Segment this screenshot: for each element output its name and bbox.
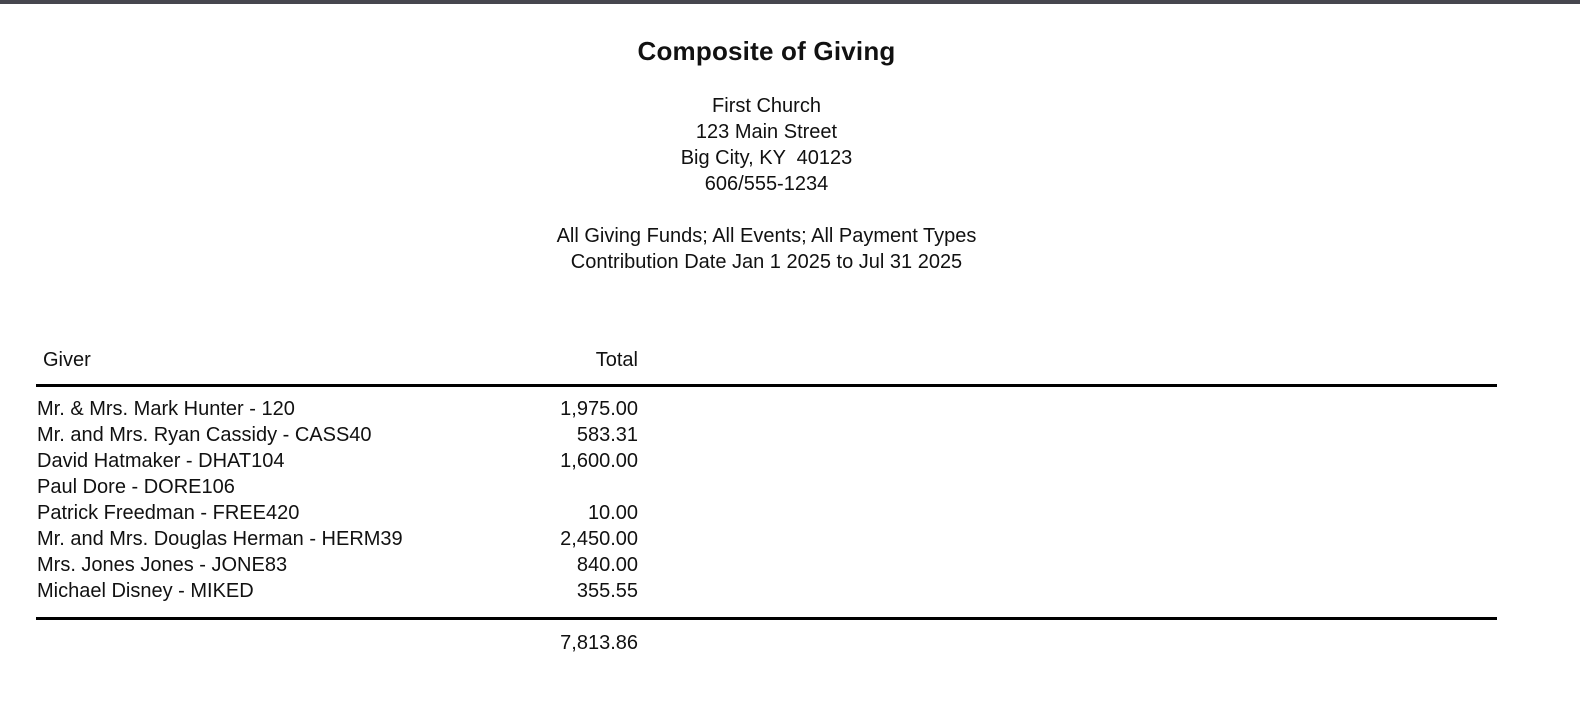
date-range-line: Contribution Date Jan 1 2025 to Jul 31 2… [570, 251, 963, 273]
table-top-rule [36, 384, 1497, 387]
total-cell: 583.31 [576, 424, 638, 446]
organization-address-street: 123 Main Street [695, 121, 838, 143]
report-title: Composite of Giving [637, 36, 896, 66]
total-cell: 10.00 [587, 502, 638, 524]
giver-cell: Paul Dore - DORE106 [37, 476, 235, 498]
table-row: 355.55 Michael Disney - MIKED [36, 578, 1497, 604]
table-row: 840.00 Mrs. Jones Jones - JONE83 [36, 552, 1497, 578]
total-cell: 2,450.00 [560, 528, 638, 550]
table-row: 583.31 Mr. and Mrs. Ryan Cassidy - CASS4… [36, 422, 1497, 448]
report-content: Composite of Giving First Church 123 Mai… [0, 36, 1580, 654]
total-cell: 1,600.00 [560, 450, 638, 472]
column-header-giver: Giver [43, 349, 91, 371]
report-header: Composite of Giving First Church 123 Mai… [36, 36, 1497, 275]
total-cell: 840.00 [576, 554, 638, 576]
report-filters: All Giving Funds; All Events; All Paymen… [36, 223, 1497, 275]
table-row: 2,450.00 Mr. and Mrs. Douglas Herman - H… [36, 526, 1497, 552]
organization-phone: 606/555-1234 [704, 173, 829, 195]
table-row: 1,975.00 Mr. & Mrs. Mark Hunter - 120 [36, 396, 1497, 422]
table-bottom-rule [36, 617, 1497, 620]
giver-cell: Mr. and Mrs. Ryan Cassidy - CASS40 [37, 424, 372, 446]
giver-cell: Mr. & Mrs. Mark Hunter - 120 [37, 398, 295, 420]
giver-cell: Mr. and Mrs. Douglas Herman - HERM39 [37, 528, 403, 550]
table-header-row: Total Giver [36, 347, 1497, 373]
table-row: 1,600.00 David Hatmaker - DHAT104 [36, 448, 1497, 474]
total-cell: 1,975.00 [560, 398, 638, 420]
table-row: Paul Dore - DORE106 [36, 474, 1497, 500]
organization-block: First Church 123 Main Street Big City, K… [36, 93, 1497, 197]
filter-summary-line: All Giving Funds; All Events; All Paymen… [556, 225, 977, 247]
giver-cell: Michael Disney - MIKED [37, 580, 254, 602]
giver-cell: David Hatmaker - DHAT104 [37, 450, 285, 472]
giver-cell: Patrick Freedman - FREE420 [37, 502, 300, 524]
giver-cell: Mrs. Jones Jones - JONE83 [37, 554, 288, 576]
table-body: 1,975.00 Mr. & Mrs. Mark Hunter - 120 58… [36, 396, 1497, 604]
total-cell: 355.55 [576, 580, 638, 602]
organization-address-city: Big City, KY 40123 [680, 147, 853, 169]
column-header-total: Total [595, 349, 638, 371]
giving-table: Total Giver 1,975.00 Mr. & Mrs. Mark Hun… [36, 347, 1497, 654]
table-row: 10.00 Patrick Freedman - FREE420 [36, 500, 1497, 526]
grand-total-value: 7,813.86 [560, 632, 638, 654]
organization-name: First Church [712, 95, 821, 117]
